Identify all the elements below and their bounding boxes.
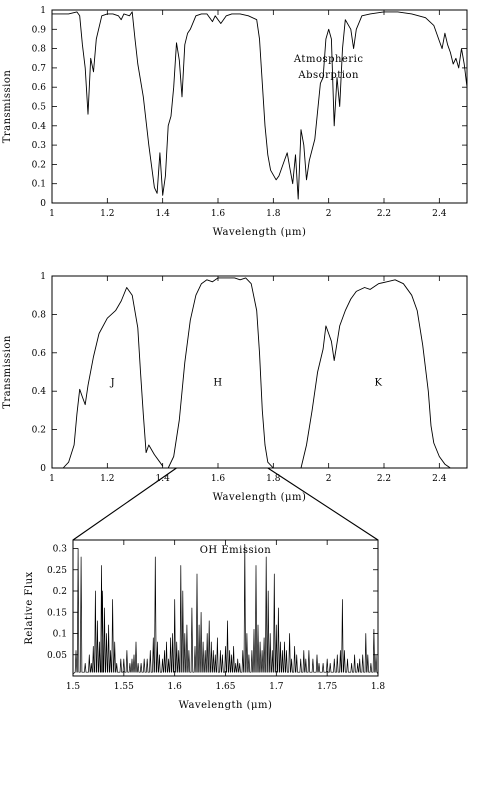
- annotation-label: Absorption: [297, 70, 359, 81]
- x-tick-label: 1.6: [168, 682, 183, 692]
- x-tick-label: 1: [49, 209, 55, 219]
- x-tick-label: 1.65: [215, 682, 235, 692]
- plot-frame: [51, 275, 468, 469]
- oh-spectrum-line: [72, 543, 379, 675]
- y-tick-label: 0.7: [32, 64, 47, 74]
- y-axis-title: Transmission: [2, 335, 13, 409]
- x-axis-title: Wavelength (μm): [213, 492, 307, 503]
- y-axis-title: Relative Flux: [24, 571, 35, 644]
- x-tick-label: 2.4: [432, 474, 447, 484]
- y-tick-label: 0.05: [47, 651, 67, 661]
- x-tick-label: 1.8: [266, 474, 281, 484]
- x-tick-label: 1.4: [156, 474, 171, 484]
- x-tick-label: 1.4: [156, 209, 171, 219]
- x-tick-label: 1.55: [114, 682, 134, 692]
- x-tick-label: 1.5: [66, 682, 81, 692]
- y-tick-label: 0.15: [47, 608, 67, 618]
- y-tick-label: 0.1: [53, 630, 67, 640]
- zoom-line-right: [267, 467, 379, 541]
- zoom-line-left: [72, 467, 177, 541]
- y-tick-label: 0: [40, 199, 46, 209]
- x-tick-label: 1.75: [317, 682, 337, 692]
- x-tick-label: 1: [49, 474, 55, 484]
- band-label: J: [110, 377, 116, 388]
- x-tick-label: 1.2: [100, 474, 114, 484]
- oh-emission-chart: 1.5 1.55 1.6 1.65 1.7 1.75 1.8 0.05 0.1 0.15 0.2 0.…: [24, 539, 386, 711]
- y-tick-label: 0.3: [53, 545, 68, 555]
- filter-transmission-chart: 1 1.2 1.4 1.6 1.8 2 2.2 2.4 0 0.2 0.4 0.6 0.8 1 Wavele…: [2, 272, 468, 503]
- y-tick-label: 0.25: [47, 566, 67, 576]
- filter-curve-j: [62, 287, 164, 469]
- y-tick-label: 0.2: [53, 587, 67, 597]
- oh-emission-title: OH Emission: [200, 545, 272, 556]
- y-tick-label: 1: [40, 6, 46, 16]
- atmospheric-absorption-chart: 1 1.2 1.4 1.6 1.8 2 2.2 2.4 0 0.1 0.2 0.3 0.4 0.5 0.6 0…: [2, 6, 468, 238]
- y-tick-label: 0.9: [32, 25, 47, 35]
- y-tick-label: 0.5: [32, 103, 47, 113]
- zoom-connector-lines: [72, 467, 379, 541]
- y-tick-label: 0.2: [32, 160, 46, 170]
- y-tick-label: 1: [40, 272, 46, 282]
- y-tick-label: 0.8: [32, 45, 47, 55]
- y-tick-label: 0.4: [32, 387, 47, 397]
- x-tick-label: 2: [326, 474, 332, 484]
- x-tick-label: 2.2: [377, 474, 391, 484]
- filter-curve-k: [300, 279, 451, 469]
- y-tick-label: 0.6: [32, 83, 47, 93]
- y-tick-label: 0.8: [32, 310, 47, 320]
- x-tick-label: 2.4: [432, 209, 447, 219]
- x-axis-title: Wavelength (μm): [213, 227, 307, 238]
- x-tick-label: 1.7: [269, 682, 284, 692]
- y-tick-label: 0.3: [32, 141, 47, 151]
- x-tick-label: 1.8: [266, 209, 281, 219]
- y-tick-label: 0.1: [32, 180, 46, 190]
- x-axis-title: Wavelength (μm): [179, 700, 273, 711]
- transmission-line: [52, 11, 468, 200]
- band-label: K: [374, 377, 382, 388]
- band-label: H: [213, 377, 222, 388]
- filter-curve-h: [167, 277, 274, 469]
- x-tick-label: 1.6: [211, 209, 226, 219]
- y-tick-label: 0.6: [32, 349, 47, 359]
- x-tick-label: 2: [326, 209, 332, 219]
- x-tick-label: 1.6: [211, 474, 226, 484]
- x-tick-label: 1.8: [371, 682, 386, 692]
- y-tick-label: 0.2: [32, 426, 46, 436]
- y-tick-label: 0: [40, 464, 46, 474]
- y-axis-title: Transmission: [2, 70, 13, 144]
- y-tick-label: 0.4: [32, 122, 47, 132]
- x-tick-label: 2.2: [377, 209, 391, 219]
- annotation-label: Atmospheric: [293, 54, 364, 65]
- x-tick-label: 1.2: [100, 209, 114, 219]
